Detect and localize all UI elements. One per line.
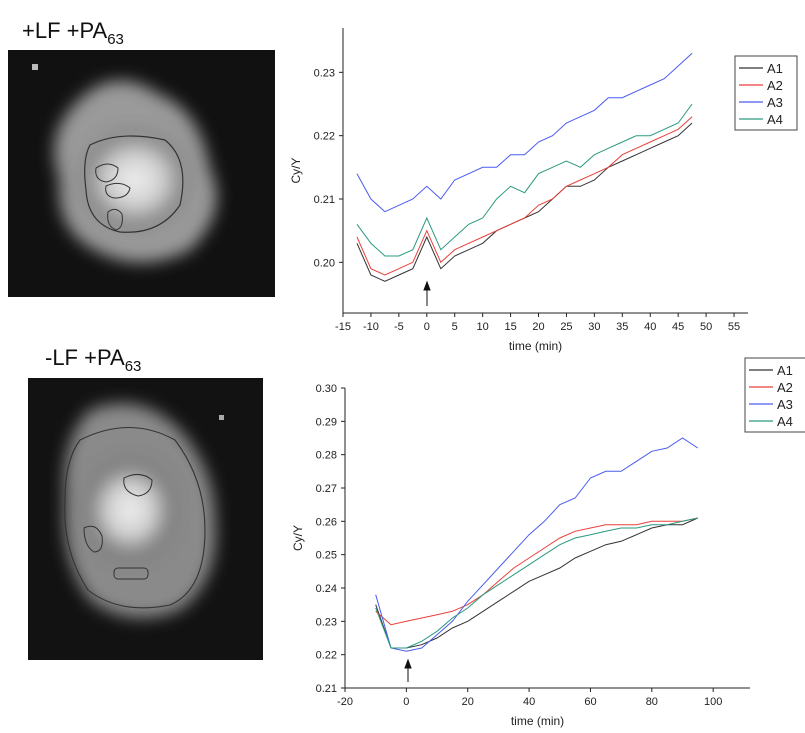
x-axis-label: time (min): [509, 339, 562, 353]
x-tick-label: -20: [337, 696, 353, 708]
cell-image: [8, 50, 275, 297]
y-tick-label: 0.22: [316, 650, 337, 662]
x-tick-label: 100: [704, 696, 722, 708]
data-line: [375, 517, 698, 626]
y-tick-label: 0.21: [316, 683, 337, 695]
arrow: [404, 280, 431, 682]
x-tick-label: 45: [672, 321, 684, 333]
y-axis-label: Cy/Y: [291, 525, 305, 551]
panel-label: +LF +PA63: [22, 18, 124, 48]
y-tick-label: 0.30: [316, 383, 337, 395]
data-line: [356, 103, 693, 257]
legend-label: A3: [767, 95, 783, 110]
x-tick-label: 0: [424, 321, 430, 333]
x-tick-label: -10: [363, 321, 379, 333]
y-tick-label: 0.28: [316, 450, 337, 462]
x-tick-label: 60: [584, 696, 596, 708]
panel-label-subscript: 63: [107, 31, 124, 48]
cell-image: [28, 378, 263, 660]
x-axis-label: time (min): [511, 714, 564, 728]
x-tick-label: 35: [616, 321, 628, 333]
y-tick-label: 0.26: [316, 516, 337, 528]
data-line: [356, 52, 693, 213]
x-tick-label: 40: [644, 321, 656, 333]
data-line: [375, 517, 699, 649]
y-tick-label: 0.23: [316, 616, 337, 628]
y-tick-label: 0.27: [316, 483, 337, 495]
y-tick-label: 0.22: [314, 131, 335, 143]
y-tick-label: 0.29: [316, 416, 337, 428]
legend-label: A4: [777, 414, 793, 429]
y-tick-label: 0.23: [314, 67, 335, 79]
x-tick-label: 10: [477, 321, 489, 333]
y-tick-label: 0.25: [316, 550, 337, 562]
panel-label-text: +LF +PA: [22, 18, 108, 43]
x-tick-label: 20: [532, 321, 544, 333]
panel-label: -LF +PA63: [45, 345, 141, 375]
y-tick-label: 0.20: [314, 257, 335, 269]
legend-label: A4: [767, 112, 783, 127]
data-line: [375, 517, 698, 649]
x-tick-label: -5: [394, 321, 404, 333]
x-tick-label: 40: [523, 696, 535, 708]
panel-label-subscript: 63: [125, 358, 142, 375]
data-line: [356, 116, 693, 276]
legend-label: A1: [777, 363, 793, 378]
x-tick-label: 25: [560, 321, 572, 333]
x-tick-label: 80: [646, 696, 658, 708]
panel-label-text: -LF +PA: [45, 345, 125, 370]
x-tick-label: 30: [588, 321, 600, 333]
x-tick-label: 55: [728, 321, 740, 333]
legend-label: A3: [777, 397, 793, 412]
x-tick-label: 0: [403, 696, 409, 708]
y-axis-label: Cy/Y: [289, 157, 303, 183]
x-tick-label: 15: [504, 321, 516, 333]
y-tick-label: 0.24: [316, 583, 337, 595]
legend-label: A1: [767, 61, 783, 76]
x-tick-label: 50: [700, 321, 712, 333]
data-line: [375, 437, 699, 652]
legend-label: A2: [777, 380, 793, 395]
data-line: [356, 122, 693, 282]
y-tick-label: 0.21: [314, 194, 335, 206]
x-tick-label: 20: [462, 696, 474, 708]
legend-label: A2: [767, 78, 783, 93]
x-tick-label: -15: [335, 321, 351, 333]
x-tick-label: 5: [452, 321, 458, 333]
